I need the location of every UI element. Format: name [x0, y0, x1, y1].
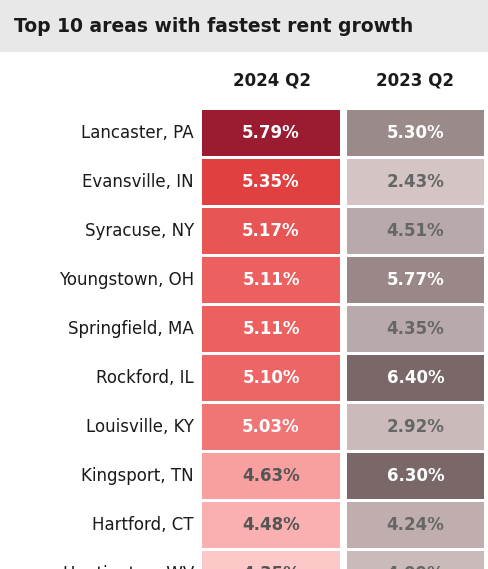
- Bar: [202, 404, 339, 450]
- Bar: [0, 0, 488, 52]
- Bar: [202, 159, 339, 205]
- Bar: [202, 208, 339, 254]
- Bar: [202, 110, 339, 156]
- Bar: [202, 306, 339, 352]
- Text: 4.48%: 4.48%: [242, 516, 299, 534]
- Bar: [346, 159, 483, 205]
- Text: 5.79%: 5.79%: [242, 124, 299, 142]
- Text: Huntington, WV: Huntington, WV: [62, 565, 194, 569]
- Text: 4.35%: 4.35%: [386, 320, 444, 338]
- Text: 2.43%: 2.43%: [386, 173, 444, 191]
- Bar: [346, 208, 483, 254]
- Bar: [346, 257, 483, 303]
- Text: Syracuse, NY: Syracuse, NY: [84, 222, 194, 240]
- Text: 2024 Q2: 2024 Q2: [232, 71, 310, 89]
- Text: 5.30%: 5.30%: [386, 124, 444, 142]
- Text: 5.35%: 5.35%: [242, 173, 299, 191]
- Text: 5.11%: 5.11%: [242, 271, 299, 289]
- Text: Kingsport, TN: Kingsport, TN: [81, 467, 194, 485]
- Text: 5.03%: 5.03%: [242, 418, 299, 436]
- Bar: [202, 551, 339, 569]
- Text: Rockford, IL: Rockford, IL: [96, 369, 194, 387]
- Bar: [202, 453, 339, 499]
- Text: 4.51%: 4.51%: [386, 222, 444, 240]
- Bar: [202, 257, 339, 303]
- Text: Youngstown, OH: Youngstown, OH: [59, 271, 194, 289]
- Bar: [346, 306, 483, 352]
- Text: 6.30%: 6.30%: [386, 467, 444, 485]
- Text: Hartford, CT: Hartford, CT: [92, 516, 194, 534]
- Text: 4.63%: 4.63%: [242, 467, 299, 485]
- Text: 5.10%: 5.10%: [242, 369, 299, 387]
- Bar: [346, 551, 483, 569]
- Text: 2023 Q2: 2023 Q2: [376, 71, 453, 89]
- Bar: [202, 502, 339, 548]
- Text: Top 10 areas with fastest rent growth: Top 10 areas with fastest rent growth: [14, 17, 412, 35]
- Text: Springfield, MA: Springfield, MA: [68, 320, 194, 338]
- Bar: [346, 110, 483, 156]
- Text: 5.11%: 5.11%: [242, 320, 299, 338]
- Text: 4.24%: 4.24%: [386, 516, 444, 534]
- Text: 6.40%: 6.40%: [386, 369, 444, 387]
- Bar: [202, 355, 339, 401]
- Bar: [346, 404, 483, 450]
- Text: 5.17%: 5.17%: [242, 222, 299, 240]
- Text: Evansville, IN: Evansville, IN: [82, 173, 194, 191]
- Bar: [346, 502, 483, 548]
- Bar: [346, 453, 483, 499]
- Text: 5.77%: 5.77%: [386, 271, 444, 289]
- Text: 4.09%: 4.09%: [386, 565, 444, 569]
- Text: Lancaster, PA: Lancaster, PA: [81, 124, 194, 142]
- Text: Louisville, KY: Louisville, KY: [86, 418, 194, 436]
- Bar: [346, 355, 483, 401]
- Text: 2.92%: 2.92%: [386, 418, 444, 436]
- Text: 4.35%: 4.35%: [242, 565, 299, 569]
